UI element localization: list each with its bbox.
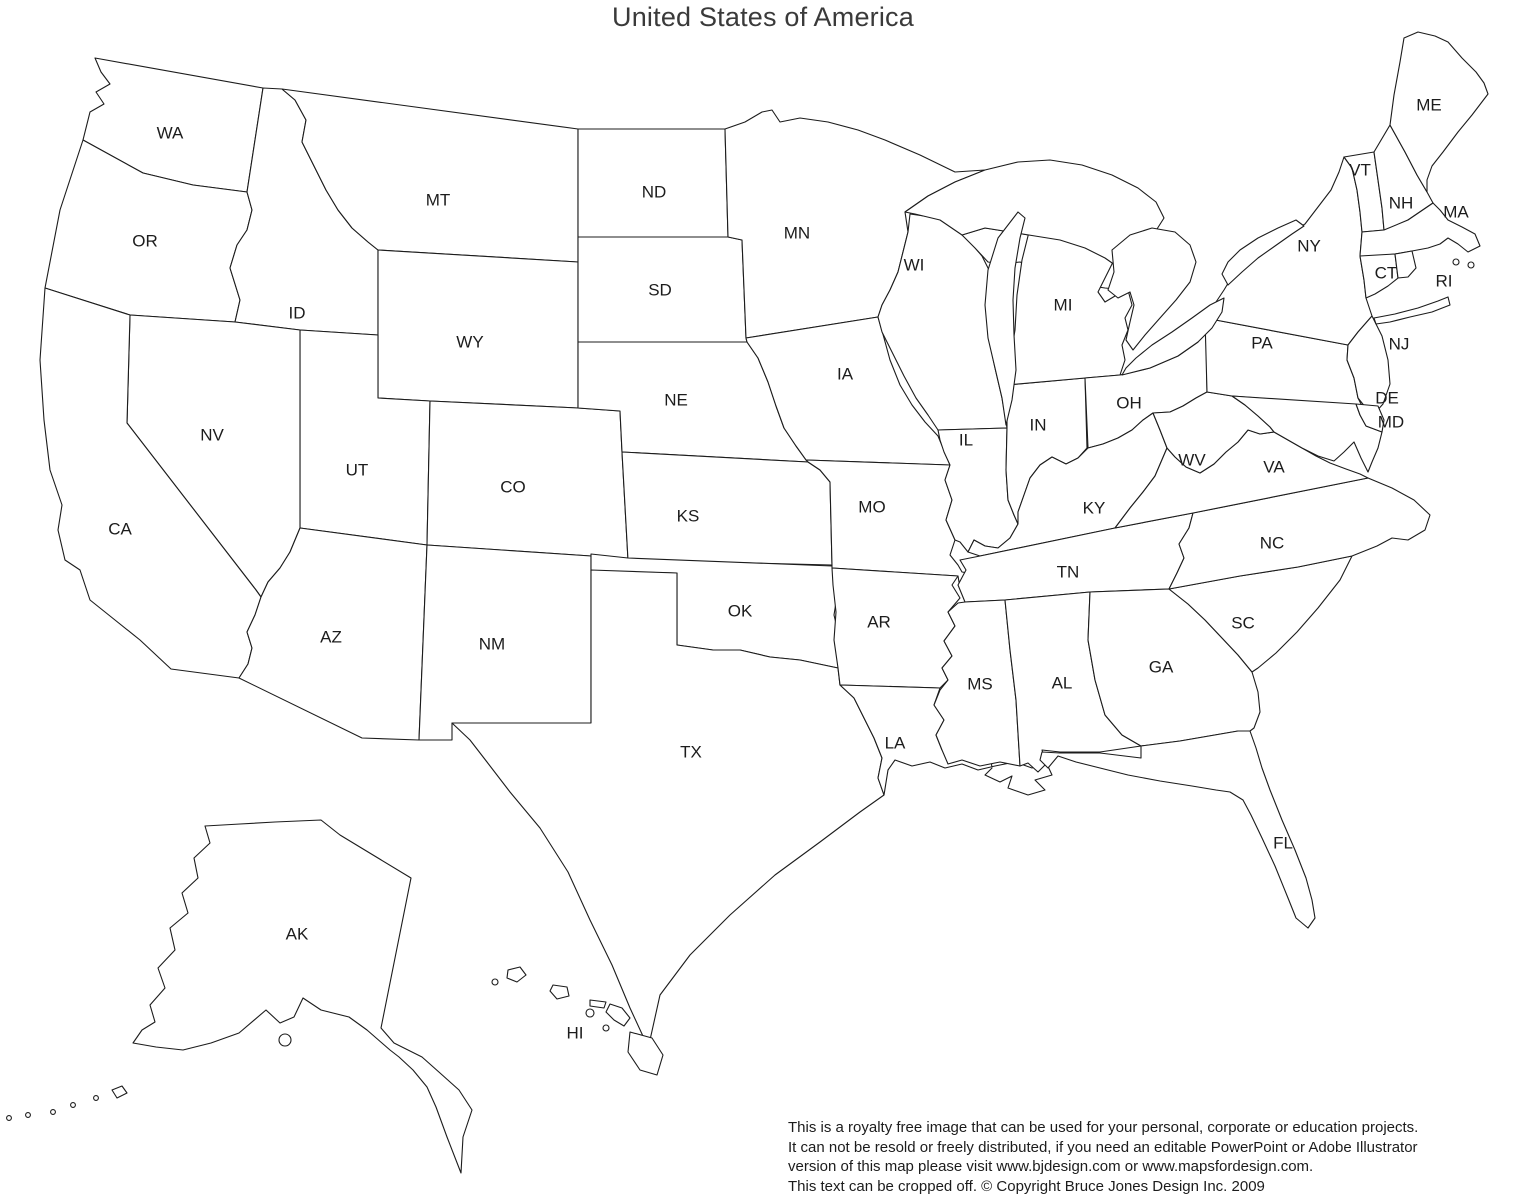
- state-label-ky: KY: [1083, 499, 1106, 518]
- state-label-ma: MA: [1443, 203, 1469, 222]
- state-label-wv: WV: [1178, 451, 1206, 470]
- marthas-vineyard-island: [1453, 259, 1459, 265]
- state-shape-ri: [1395, 251, 1416, 278]
- aleutian-island: [51, 1110, 56, 1115]
- hawaii-island-oahu: [550, 985, 569, 999]
- state-label-ar: AR: [867, 613, 891, 632]
- hawaii-island-kauai: [507, 967, 526, 982]
- aleutian-island: [26, 1113, 31, 1118]
- copyright-line-2: It can not be resold or freely distribut…: [788, 1138, 1526, 1158]
- state-shape-co: [427, 401, 628, 560]
- alaska-inset: [7, 820, 472, 1173]
- aleutian-island: [112, 1086, 127, 1098]
- copyright-line-4: This text can be cropped off. © Copyrigh…: [788, 1177, 1526, 1196]
- hawaii-island-niihau: [492, 979, 498, 985]
- state-label-nm: NM: [479, 635, 505, 654]
- state-label-ct: CT: [1375, 264, 1398, 283]
- copyright-line-3: version of this map please visit www.bjd…: [788, 1157, 1526, 1177]
- aleutian-island: [71, 1103, 76, 1108]
- state-label-ks: KS: [677, 507, 700, 526]
- hawaii-island-maui: [606, 1004, 630, 1026]
- state-label-ri: RI: [1436, 272, 1453, 291]
- state-shape-ks: [622, 452, 832, 565]
- state-label-ga: GA: [1149, 658, 1174, 677]
- state-label-sc: SC: [1231, 614, 1255, 633]
- state-label-nd: ND: [642, 183, 667, 202]
- state-shape-fl: [1040, 731, 1315, 928]
- copyright-line-1: This is a royalty free image that can be…: [788, 1118, 1526, 1138]
- state-shape-wy: [378, 250, 578, 408]
- state-label-la: LA: [885, 734, 906, 753]
- state-label-ak: AK: [286, 925, 309, 944]
- state-shape-ar: [832, 568, 960, 688]
- state-label-nh: NH: [1389, 194, 1414, 213]
- aleutian-island: [7, 1116, 12, 1121]
- kodiak-island: [279, 1034, 291, 1046]
- state-label-ms: MS: [967, 675, 993, 694]
- state-label-mn: MN: [784, 224, 810, 243]
- copyright-notice: This is a royalty free image that can be…: [788, 1118, 1526, 1196]
- state-label-mo: MO: [858, 498, 885, 517]
- state-label-hi: HI: [567, 1024, 584, 1043]
- long-island-shape: [1374, 297, 1450, 324]
- state-label-az: AZ: [320, 628, 342, 647]
- state-label-ny: NY: [1297, 237, 1321, 256]
- state-label-co: CO: [500, 478, 526, 497]
- state-label-tx: TX: [680, 743, 702, 762]
- hawaii-island-molokai: [590, 1000, 606, 1008]
- state-label-wi: WI: [904, 256, 925, 275]
- state-label-me: ME: [1416, 96, 1442, 115]
- state-label-nj: NJ: [1389, 335, 1410, 354]
- state-label-ok: OK: [728, 602, 753, 621]
- state-label-wy: WY: [456, 333, 483, 352]
- state-label-al: AL: [1052, 674, 1073, 693]
- state-shape-ak: [133, 820, 472, 1173]
- state-label-pa: PA: [1251, 334, 1273, 353]
- state-label-sd: SD: [648, 281, 672, 300]
- state-label-nc: NC: [1260, 534, 1285, 553]
- hawaii-island-lanai: [586, 1009, 594, 1017]
- state-label-tn: TN: [1057, 563, 1080, 582]
- state-label-ia: IA: [837, 365, 854, 384]
- nantucket-island: [1468, 262, 1474, 268]
- state-label-ne: NE: [664, 391, 688, 410]
- aleutian-island: [94, 1096, 99, 1101]
- state-label-il: IL: [959, 431, 973, 450]
- state-label-de: DE: [1375, 389, 1399, 408]
- state-label-md: MD: [1378, 413, 1404, 432]
- hawaii-island-kahoolawe: [603, 1025, 609, 1031]
- hawaii-island-big-island: [628, 1032, 663, 1075]
- state-shape-ny: [1205, 157, 1372, 345]
- state-label-nv: NV: [200, 426, 224, 445]
- state-label-ca: CA: [108, 520, 132, 539]
- state-label-oh: OH: [1116, 394, 1142, 413]
- state-label-va: VA: [1263, 458, 1285, 477]
- state-label-or: OR: [132, 232, 158, 251]
- state-label-wa: WA: [157, 124, 184, 143]
- state-label-in: IN: [1030, 416, 1047, 435]
- state-label-mi: MI: [1054, 296, 1073, 315]
- state-label-mt: MT: [426, 191, 451, 210]
- state-label-ut: UT: [346, 461, 369, 480]
- state-label-vt: VT: [1349, 161, 1371, 180]
- state-label-fl: FL: [1273, 834, 1293, 853]
- state-label-id: ID: [289, 304, 306, 323]
